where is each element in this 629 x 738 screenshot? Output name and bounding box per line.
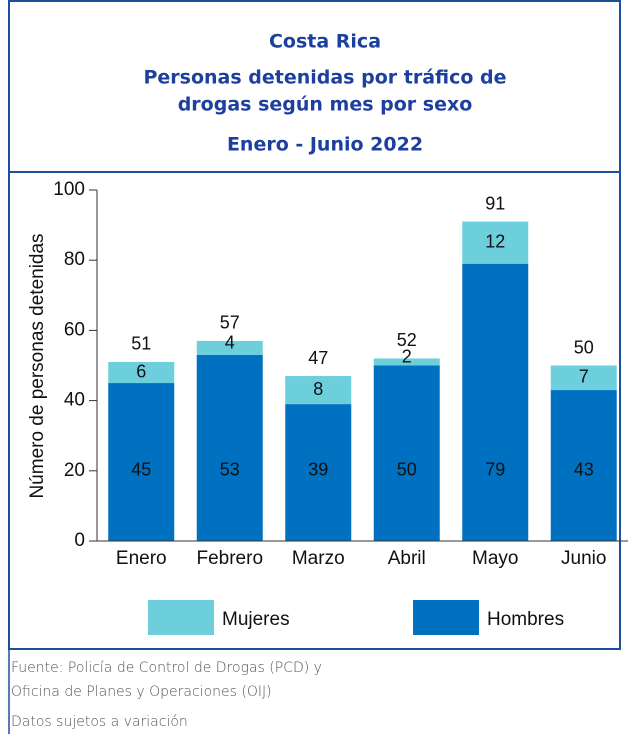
bar-segment: [285, 404, 352, 541]
data-label: 7: [579, 367, 589, 387]
data-label: 79: [485, 460, 505, 480]
legend-label: Hombres: [487, 609, 564, 630]
data-label: 12: [485, 231, 505, 251]
bar-segment: [108, 383, 175, 541]
note: Datos sujetos a variación: [11, 714, 188, 730]
data-label: 2: [402, 347, 412, 367]
legend-swatch: [148, 600, 214, 635]
y-tick-label: 60: [64, 319, 85, 340]
data-label: 53: [220, 460, 240, 480]
x-tick-label: Junio: [561, 548, 606, 569]
total-label: 50: [574, 337, 594, 357]
note: Oficina de Planes y Operaciones (OIJ): [11, 684, 272, 700]
bar-segment: [550, 390, 617, 541]
data-label: 8: [313, 379, 323, 399]
bar-segment: [373, 365, 440, 541]
x-tick-label: Abril: [388, 548, 426, 569]
chart-subtitle: Enero - Junio 2022: [227, 134, 423, 156]
bar-segment: [285, 376, 352, 405]
bar-segment: [108, 361, 175, 384]
bar-segment: [462, 221, 529, 264]
bar-segment: [196, 354, 263, 541]
y-tick-label: 0: [74, 530, 85, 551]
y-tick-label: 40: [64, 390, 85, 411]
bar-segment: [373, 358, 440, 366]
y-tick-label: 20: [64, 460, 85, 481]
x-tick-label: Marzo: [292, 548, 345, 569]
bar-segment: [462, 263, 529, 541]
bar-segment: [196, 340, 263, 355]
chart-title: Costa Rica: [269, 31, 381, 53]
data-label: 6: [136, 361, 146, 381]
x-tick-label: Enero: [116, 548, 167, 569]
note: Fuente: Policía de Control de Drogas (PC…: [11, 660, 322, 676]
frame: [8, 0, 621, 650]
chart-title: Personas detenidas por tráfico de: [143, 67, 506, 89]
data-label: 39: [308, 460, 328, 480]
x-tick-label: Febrero: [196, 548, 263, 569]
legend-swatch: [413, 600, 479, 635]
x-tick-label: Mayo: [472, 548, 518, 569]
data-label: 50: [397, 460, 417, 480]
data-label: 45: [131, 460, 151, 480]
chart-title: drogas según mes por sexo: [178, 94, 473, 116]
y-axis-label: Número de personas detenidas: [27, 233, 48, 498]
data-label: 43: [574, 460, 594, 480]
y-tick-label: 80: [64, 249, 85, 270]
total-label: 57: [220, 313, 240, 333]
total-label: 52: [397, 330, 417, 350]
bar-segment: [550, 365, 617, 391]
data-label: 4: [225, 333, 235, 353]
total-label: 51: [131, 334, 151, 354]
total-label: 47: [308, 348, 328, 368]
legend-label: Mujeres: [222, 609, 290, 630]
y-tick-label: 100: [53, 179, 85, 200]
total-label: 91: [485, 193, 505, 213]
